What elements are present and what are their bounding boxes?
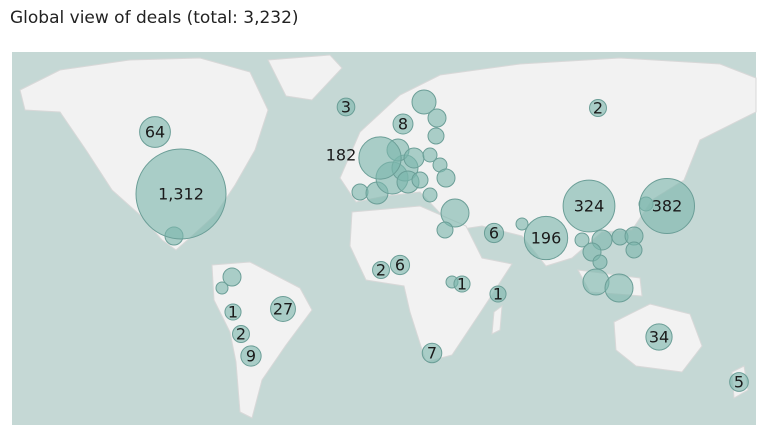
bubble — [240, 345, 262, 367]
bubble — [589, 99, 607, 117]
bubble-unlabeled — [403, 147, 425, 169]
bubble-label: 2 — [236, 325, 246, 344]
bubble-unlabeled — [440, 198, 470, 228]
bubble-label: 34 — [649, 328, 669, 347]
bubble-label: 64 — [145, 123, 165, 142]
bubble-label: 196 — [531, 229, 562, 248]
bubble-unlabeled — [411, 89, 437, 115]
bubble-unlabeled — [427, 108, 447, 128]
bubble — [372, 261, 390, 279]
bubble-unlabeled — [604, 273, 634, 303]
bubble-label: 5 — [734, 373, 744, 392]
bubble — [232, 325, 250, 343]
bubble-label: 27 — [273, 300, 293, 319]
bubble-label: 3 — [341, 98, 351, 117]
bubble-unlabeled — [574, 232, 590, 248]
bubbles — [135, 89, 749, 392]
bubble-label: 324 — [574, 197, 605, 216]
bubble — [135, 148, 227, 240]
bubble-label: 1 — [457, 275, 467, 294]
madagascar — [491, 304, 503, 335]
bubble — [523, 215, 569, 261]
bubble — [483, 222, 505, 244]
bubble-label: 2 — [593, 99, 603, 118]
bubble-unlabeled — [422, 187, 438, 203]
bubble — [139, 116, 171, 148]
bubble — [358, 136, 402, 180]
bubble-unlabeled — [436, 221, 454, 239]
page-title: Global view of deals (total: 3,232) — [10, 8, 299, 28]
bubble — [489, 285, 507, 303]
bubble-label: 6 — [395, 256, 405, 275]
bubble-label: 182 — [326, 146, 357, 165]
bubble-label: 1,312 — [158, 185, 204, 204]
bubble — [224, 303, 242, 321]
bubble-label: 1 — [493, 285, 503, 304]
bubble-label: 382 — [652, 197, 683, 216]
bubble-unlabeled — [215, 281, 229, 295]
bubble-unlabeled — [222, 267, 242, 287]
bubble — [645, 323, 673, 351]
bubble-unlabeled — [436, 168, 456, 188]
bubble-unlabeled — [427, 127, 445, 145]
bubble-unlabeled — [515, 217, 529, 231]
bubble — [729, 372, 749, 392]
bubble — [336, 97, 356, 117]
bubble-label: 9 — [246, 347, 256, 366]
bubble-unlabeled — [592, 254, 608, 270]
bubble — [638, 177, 696, 235]
greenland — [267, 54, 343, 101]
bubble-label: 2 — [376, 261, 386, 280]
bubble-unlabeled — [411, 171, 429, 189]
bubble-label: 6 — [489, 224, 499, 243]
bubble — [562, 179, 616, 233]
africa — [349, 205, 513, 363]
bubble-unlabeled — [625, 241, 643, 259]
bubble — [389, 254, 411, 276]
bubble-unlabeled — [422, 147, 438, 163]
bubble-label: 8 — [398, 115, 408, 134]
bubble — [453, 275, 471, 293]
bubble-label: 1 — [228, 303, 238, 322]
bubble — [270, 296, 296, 322]
bubble — [421, 342, 443, 364]
bubble-label: 7 — [427, 344, 437, 363]
bubble — [392, 113, 414, 135]
